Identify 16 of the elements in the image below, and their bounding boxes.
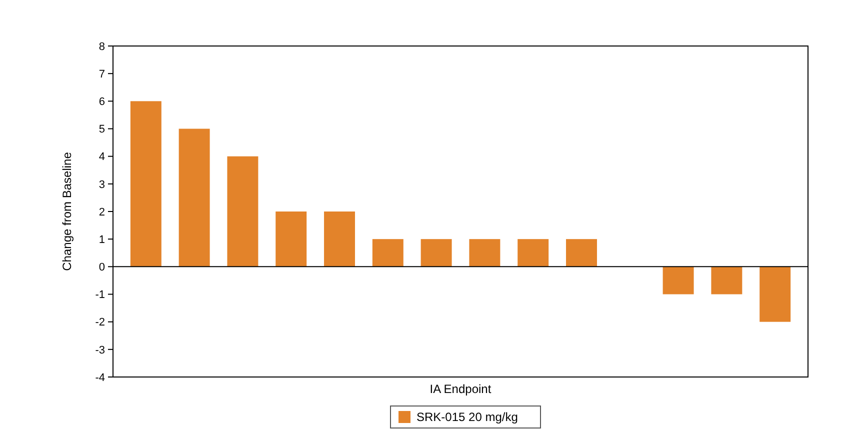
y-tick-label: 5 <box>98 124 105 136</box>
x-axis-title: IA Endpoint <box>430 382 492 396</box>
y-tick-label: -1 <box>95 289 105 302</box>
y-tick-label: 2 <box>98 206 105 218</box>
y-tick-label: -4 <box>95 372 105 384</box>
y-tick-label: 8 <box>98 40 105 53</box>
legend-label: SRK-015 20 mg/kg <box>416 410 518 424</box>
y-tick-label: -3 <box>95 344 105 356</box>
y-axis-title: Change from Baseline <box>60 152 74 271</box>
y-tick-label: 3 <box>98 178 105 191</box>
y-tick-label: 6 <box>98 96 105 108</box>
y-tick-label: -2 <box>95 316 105 329</box>
y-tick-label: 0 <box>98 262 105 274</box>
y-tick-label: 4 <box>98 151 105 164</box>
y-tick-label: 1 <box>98 234 105 246</box>
y-tick-label: 7 <box>98 68 105 80</box>
